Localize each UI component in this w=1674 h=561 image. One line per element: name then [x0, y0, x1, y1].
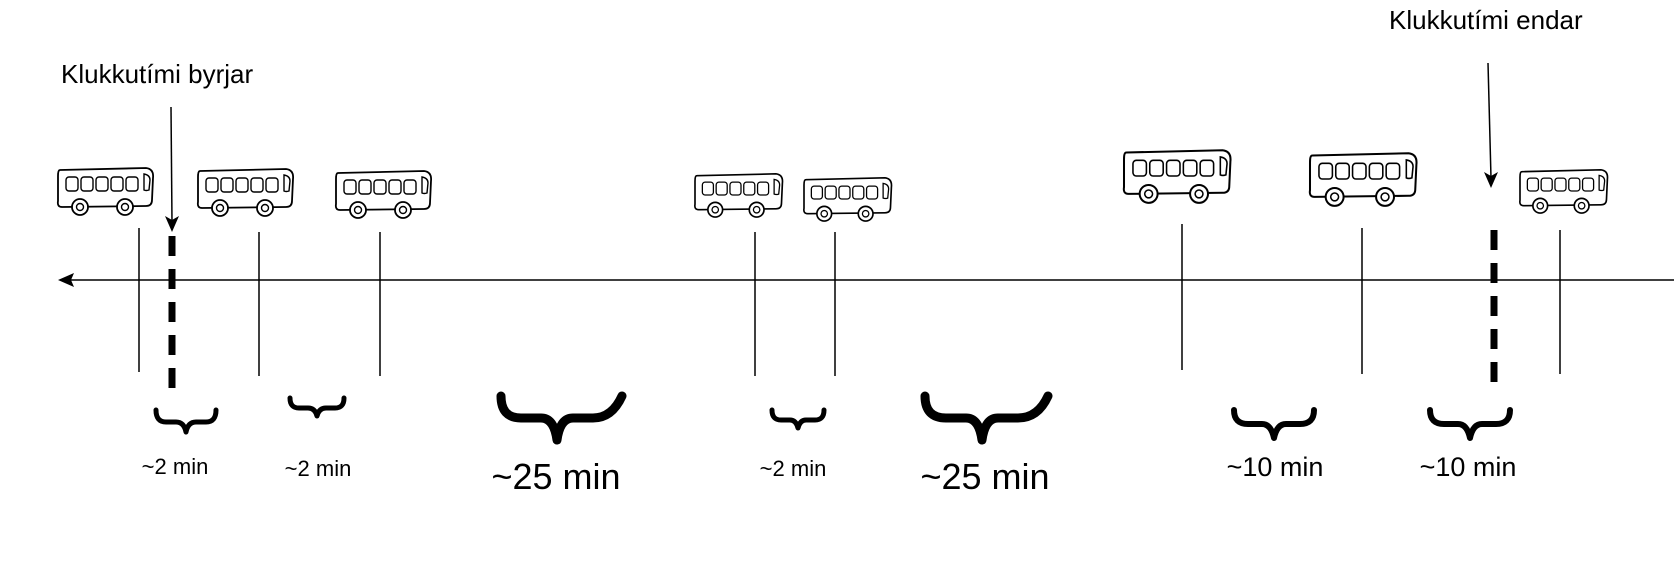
- gap-label: ~25 min: [491, 456, 621, 497]
- bus-icon: [196, 168, 295, 217]
- gap-brace: [769, 407, 827, 431]
- gap-brace: [1231, 407, 1317, 441]
- bus-icon: [1308, 152, 1418, 207]
- gap-brace: [496, 391, 627, 445]
- bus-icon: [694, 173, 784, 218]
- gap-brace: [153, 407, 219, 435]
- gap-label: ~10 min: [1419, 452, 1517, 482]
- departure-ticks: [138, 224, 1561, 376]
- bus-icon: [1122, 149, 1232, 204]
- gap-brace: [1427, 407, 1513, 441]
- hour-start-label: Klukkutími byrjar: [61, 59, 254, 89]
- gap-label: ~25 min: [920, 456, 1050, 497]
- bus-icon: [1519, 169, 1609, 214]
- hour-start-callout-arrow: [165, 106, 179, 232]
- gap-label: ~2 min: [759, 456, 827, 481]
- hour-end-label: Klukkutími endar: [1389, 5, 1583, 35]
- gap-brace: [287, 395, 347, 419]
- gap-label: ~2 min: [284, 456, 352, 481]
- hour-end-callout-arrow: [1484, 62, 1498, 188]
- gap-label: ~10 min: [1226, 452, 1324, 482]
- bus-icon: [334, 170, 433, 219]
- gap-label: ~2 min: [141, 454, 209, 479]
- bus-icon: [56, 167, 155, 216]
- gap-brace: [920, 391, 1053, 445]
- arrow-left-icon: [58, 273, 74, 287]
- bus-icon: [803, 177, 893, 222]
